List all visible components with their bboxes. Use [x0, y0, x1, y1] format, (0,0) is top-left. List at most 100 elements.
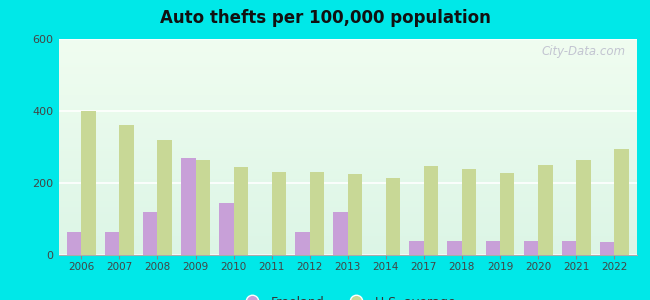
Bar	[58, 216, 637, 218]
Bar	[58, 201, 637, 203]
Bar	[58, 160, 637, 162]
Bar	[58, 102, 637, 104]
Bar	[58, 71, 637, 74]
Bar	[58, 93, 637, 95]
Text: City-Data.com: City-Data.com	[541, 46, 625, 59]
Bar	[348, 174, 362, 255]
Bar	[58, 225, 637, 227]
Bar	[309, 172, 324, 255]
Bar	[58, 67, 637, 69]
Bar	[157, 140, 172, 255]
Bar	[58, 134, 637, 136]
Bar	[58, 46, 637, 48]
Bar	[500, 173, 514, 255]
Bar	[58, 248, 637, 251]
Bar	[58, 41, 637, 43]
Bar	[58, 251, 637, 253]
Bar	[58, 136, 637, 138]
Bar	[58, 177, 637, 179]
Bar	[58, 149, 637, 151]
Bar	[58, 61, 637, 63]
Bar	[295, 232, 309, 255]
Bar	[58, 80, 637, 82]
Bar	[58, 236, 637, 238]
Bar	[58, 95, 637, 97]
Bar	[410, 241, 424, 255]
Bar	[58, 128, 637, 130]
Bar	[58, 108, 637, 110]
Bar	[58, 197, 637, 199]
Bar	[614, 149, 629, 255]
Bar	[562, 241, 576, 255]
Bar	[196, 160, 210, 255]
Bar	[143, 212, 157, 255]
Bar	[58, 203, 637, 205]
Bar	[58, 244, 637, 246]
Bar	[58, 238, 637, 240]
Bar	[424, 166, 438, 255]
Bar	[58, 54, 637, 56]
Bar	[447, 241, 462, 255]
Bar	[58, 117, 637, 119]
Bar	[58, 231, 637, 233]
Bar	[58, 74, 637, 76]
Bar	[58, 240, 637, 242]
Bar	[58, 199, 637, 201]
Bar	[538, 165, 552, 255]
Bar	[58, 89, 637, 91]
Bar	[58, 100, 637, 102]
Bar	[58, 212, 637, 214]
Bar	[58, 58, 637, 61]
Bar	[58, 78, 637, 80]
Bar	[58, 143, 637, 145]
Bar	[233, 167, 248, 255]
Bar	[58, 130, 637, 132]
Bar	[58, 76, 637, 78]
Bar	[58, 158, 637, 160]
Bar	[58, 91, 637, 93]
Bar	[58, 162, 637, 164]
Bar	[58, 52, 637, 54]
Bar	[576, 160, 591, 255]
Bar	[81, 111, 96, 255]
Bar	[58, 151, 637, 154]
Bar	[58, 119, 637, 121]
Bar	[58, 65, 637, 67]
Bar	[58, 39, 637, 41]
Bar	[462, 169, 476, 255]
Bar	[58, 145, 637, 147]
Bar	[58, 97, 637, 100]
Bar	[58, 218, 637, 220]
Bar	[58, 82, 637, 84]
Bar	[58, 69, 637, 71]
Bar	[272, 172, 286, 255]
Bar	[58, 253, 637, 255]
Bar	[58, 132, 637, 134]
Legend: Freeland, U.S. average: Freeland, U.S. average	[235, 290, 461, 300]
Bar	[58, 223, 637, 225]
Bar	[58, 164, 637, 166]
Bar	[58, 140, 637, 143]
Bar	[58, 208, 637, 210]
Bar	[58, 121, 637, 123]
Bar	[58, 192, 637, 194]
Bar	[58, 242, 637, 244]
Bar	[58, 188, 637, 190]
Bar	[58, 63, 637, 65]
Bar	[58, 190, 637, 192]
Bar	[58, 214, 637, 216]
Bar	[58, 175, 637, 177]
Bar	[58, 246, 637, 248]
Bar	[58, 43, 637, 46]
Bar	[58, 179, 637, 182]
Bar	[58, 104, 637, 106]
Bar	[58, 171, 637, 173]
Bar	[333, 212, 348, 255]
Bar	[58, 112, 637, 115]
Bar	[58, 184, 637, 186]
Bar	[58, 115, 637, 117]
Bar	[105, 232, 120, 255]
Bar	[58, 50, 637, 52]
Bar	[181, 158, 196, 255]
Bar	[58, 194, 637, 197]
